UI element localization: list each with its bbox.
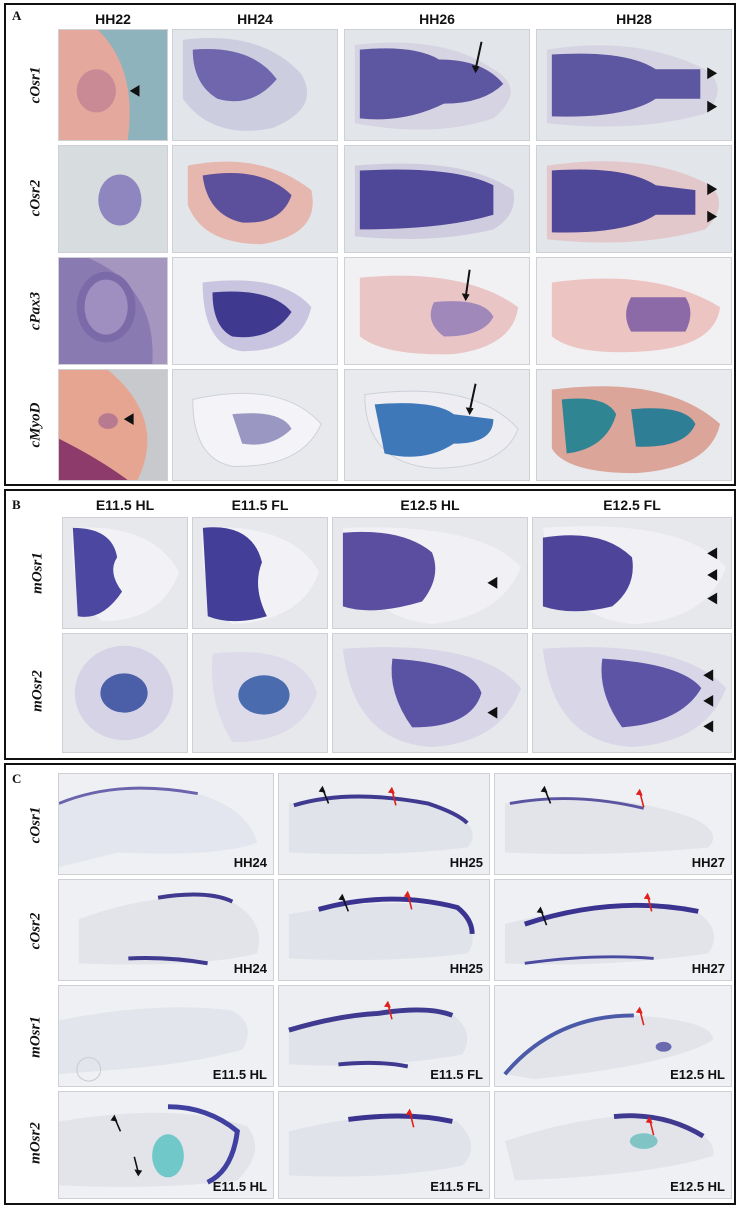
section-c5: HH25 xyxy=(278,879,490,981)
micrograph-a3 xyxy=(344,29,530,141)
micrograph-a9 xyxy=(58,257,168,365)
micrograph-b7 xyxy=(332,633,528,753)
stage-label: E11.5 FL xyxy=(430,1067,483,1082)
section-c11: E11.5 FL xyxy=(278,1091,490,1199)
section-c3: HH27 xyxy=(494,773,732,875)
row-label-cosr2: cOsr2 xyxy=(27,179,44,217)
micrograph-a13 xyxy=(58,369,168,481)
panel-b-label: B xyxy=(12,497,21,512)
micrograph-a1 xyxy=(58,29,168,141)
micrograph-a5 xyxy=(58,145,168,253)
column-header-e125-hl: E12.5 HL xyxy=(400,497,460,513)
column-header-hh24: HH24 xyxy=(237,11,273,27)
micrograph-a12 xyxy=(536,257,732,365)
micrograph-b5 xyxy=(62,633,188,753)
micrograph-b8 xyxy=(532,633,732,753)
stage-label: E11.5 HL xyxy=(212,1067,267,1082)
micrograph-a10 xyxy=(172,257,338,365)
section-c4: HH24 xyxy=(58,879,274,981)
section-c8: E11.5 FL xyxy=(278,985,490,1087)
stage-label: HH24 xyxy=(233,855,267,870)
column-header-hh26: HH26 xyxy=(419,11,455,27)
column-header-e115-hl: E11.5 HL xyxy=(95,497,155,513)
stage-label: HH27 xyxy=(691,961,725,976)
section-c12: E12.5 HL xyxy=(494,1091,732,1199)
micrograph-b6 xyxy=(192,633,328,753)
panel-a-label: A xyxy=(12,8,22,23)
row-label-c-mosr1: mOsr1 xyxy=(27,1016,44,1058)
panel-b: B E11.5 HL E11.5 FL E12.5 HL E12.5 FL mO… xyxy=(4,489,736,760)
column-header-hh28: HH28 xyxy=(616,11,652,27)
row-label-c-cosr2: cOsr2 xyxy=(27,912,44,950)
section-c1: HH24 xyxy=(58,773,274,875)
row-label-mosr2: mOsr2 xyxy=(29,670,46,712)
micrograph-a14 xyxy=(172,369,338,481)
row-label-cpax3: cPax3 xyxy=(27,291,44,331)
micrograph-b2 xyxy=(192,517,328,629)
section-c7: E11.5 HL xyxy=(58,985,274,1087)
micrograph-a2 xyxy=(172,29,338,141)
column-header-e115-fl: E11.5 FL xyxy=(231,497,289,513)
stage-label: E12.5 HL xyxy=(670,1179,725,1194)
micrograph-a16 xyxy=(536,369,732,481)
micrograph-a11 xyxy=(344,257,530,365)
row-label-cosr1: cOsr1 xyxy=(27,66,44,104)
stage-label: E12.5 HL xyxy=(670,1067,725,1082)
panel-c-label: C xyxy=(12,771,22,786)
section-c6: HH27 xyxy=(494,879,732,981)
row-label-mosr1: mOsr1 xyxy=(29,552,46,594)
column-header-hh22: HH22 xyxy=(95,11,131,27)
row-label-c-cosr1: cOsr1 xyxy=(27,806,44,844)
micrograph-a15 xyxy=(344,369,530,481)
stage-label: HH24 xyxy=(233,961,267,976)
section-c10: E11.5 HL xyxy=(58,1091,274,1199)
section-c2: HH25 xyxy=(278,773,490,875)
micrograph-a6 xyxy=(172,145,338,253)
panel-a: A HH22 HH24 HH26 HH28 cOsr1 cOsr2 cPax3 … xyxy=(4,3,736,486)
micrograph-b1 xyxy=(62,517,188,629)
section-c9: E12.5 HL xyxy=(494,985,732,1087)
micrograph-a7 xyxy=(344,145,530,253)
stage-label: HH25 xyxy=(449,855,483,870)
micrograph-b4 xyxy=(532,517,732,629)
micrograph-a4 xyxy=(536,29,732,141)
stage-label: HH27 xyxy=(691,855,725,870)
column-header-e125-fl: E12.5 FL xyxy=(603,497,661,513)
stage-label: HH25 xyxy=(449,961,483,976)
stage-label: E11.5 FL xyxy=(430,1179,483,1194)
stage-label: E11.5 HL xyxy=(212,1179,267,1194)
micrograph-a8 xyxy=(536,145,732,253)
panel-c: C cOsr1 cOsr2 mOsr1 mOsr2 HH24 HH25 xyxy=(4,763,736,1205)
micrograph-b3 xyxy=(332,517,528,629)
row-label-c-mosr2: mOsr2 xyxy=(27,1122,44,1164)
row-label-cmyod: cMyoD xyxy=(27,402,44,448)
